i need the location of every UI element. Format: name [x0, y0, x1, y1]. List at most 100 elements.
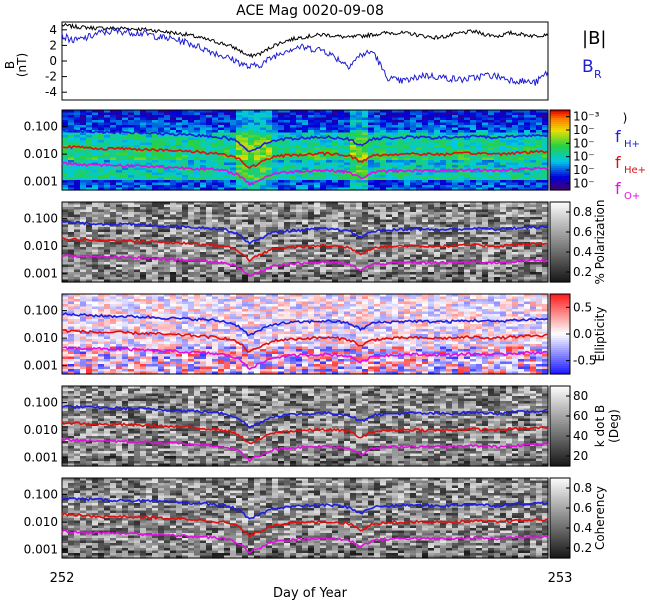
- spectrogram-cell: [398, 207, 405, 211]
- spectrogram-cell: [446, 175, 453, 179]
- spectrogram-cell: [98, 269, 105, 273]
- spectrogram-cell: [380, 239, 387, 243]
- spectrogram-cell: [134, 125, 141, 129]
- spectrogram-cell: [278, 130, 285, 134]
- spectrogram-cell: [338, 162, 345, 166]
- spectrogram-cell: [410, 180, 417, 184]
- spectrogram-cell: [332, 147, 339, 151]
- spectrogram-cell: [98, 274, 105, 278]
- spectrogram-cell: [164, 257, 171, 261]
- spectrogram-cell: [332, 162, 339, 166]
- spectrogram-cell: [350, 229, 357, 233]
- spectrogram-cell: [446, 147, 453, 151]
- spectrogram-cell: [488, 127, 495, 131]
- spectrogram-cell: [176, 125, 183, 129]
- spectrogram-cell: [116, 227, 123, 231]
- spectrogram-cell: [518, 117, 525, 121]
- spectrogram-cell: [386, 232, 393, 236]
- spectrogram-cell: [506, 140, 513, 144]
- spectrogram-cell: [476, 232, 483, 236]
- spectrogram-cell: [248, 207, 255, 211]
- spectrogram-cell: [164, 207, 171, 211]
- spectrogram-cell: [398, 274, 405, 278]
- spectrogram-cell: [110, 120, 117, 124]
- spectrogram-cell: [476, 279, 483, 283]
- spectrogram-cell: [158, 135, 165, 139]
- spectrogram-cell: [338, 155, 345, 159]
- spectrogram-cell: [290, 120, 297, 124]
- spectrogram-cell: [356, 140, 363, 144]
- spectrogram-cell: [404, 157, 411, 161]
- spectrogram-cell: [98, 167, 105, 171]
- spectrogram-cell: [518, 170, 525, 174]
- spectrogram-cell: [392, 272, 399, 276]
- spectrogram-cell: [500, 187, 507, 191]
- spectrogram-cell: [380, 242, 387, 246]
- spectrogram-cell: [308, 147, 315, 151]
- spectrogram-cell: [290, 125, 297, 129]
- spectrogram-cell: [218, 267, 225, 271]
- spectrogram-cell: [464, 202, 471, 206]
- spectrogram-cell: [230, 274, 237, 278]
- spectrogram-cell: [326, 227, 333, 231]
- spectrogram-cell: [332, 120, 339, 124]
- spectrogram-cell: [158, 242, 165, 246]
- spectrogram-cell: [278, 167, 285, 171]
- spectrogram-cell: [110, 162, 117, 166]
- spectrogram-cell: [482, 272, 489, 276]
- spectrogram-cell: [338, 165, 345, 169]
- spectrogram-cell: [116, 247, 123, 251]
- spectrogram-cell: [362, 259, 369, 263]
- spectrogram-cell: [326, 269, 333, 273]
- spectrogram-cell: [350, 257, 357, 261]
- spectrogram-cell: [380, 165, 387, 169]
- spectrogram-cell: [224, 202, 231, 206]
- spectrogram-cell: [428, 204, 435, 208]
- spectrogram-cell: [506, 142, 513, 146]
- spectrogram-cell: [146, 180, 153, 184]
- spectrogram-cell: [308, 167, 315, 171]
- spectrogram-cell: [410, 152, 417, 156]
- spectrogram-cell: [464, 177, 471, 181]
- spectrogram-cell: [152, 207, 159, 211]
- spectrogram-cell: [116, 175, 123, 179]
- spectrogram-cell: [182, 214, 189, 218]
- spectrogram-cell: [314, 209, 321, 213]
- spectrogram-cell: [494, 202, 501, 206]
- spectrogram-cell: [428, 182, 435, 186]
- spectrogram-cell: [374, 222, 381, 226]
- spectrogram-cell: [398, 132, 405, 136]
- spectrogram-cell: [200, 277, 207, 281]
- spectrogram-cell: [218, 130, 225, 134]
- spectrogram-cell: [530, 182, 537, 186]
- spectrogram-cell: [524, 117, 531, 121]
- spectrogram-cell: [272, 242, 279, 246]
- spectrogram-cell: [410, 132, 417, 136]
- spectrogram-cell: [152, 167, 159, 171]
- spectrogram-cell: [488, 269, 495, 273]
- spectrogram-cell: [110, 279, 117, 283]
- spectrogram-cell: [308, 175, 315, 179]
- spectrogram-cell: [524, 182, 531, 186]
- spectrogram-cell: [188, 249, 195, 253]
- spectrogram-cell: [80, 182, 87, 186]
- spectrogram-cell: [92, 165, 99, 169]
- spectrogram-cell: [248, 167, 255, 171]
- spectrogram-cell: [440, 229, 447, 233]
- spectrogram-cell: [236, 244, 243, 248]
- spectrogram-cell: [164, 175, 171, 179]
- spectrogram-cell: [356, 239, 363, 243]
- spectrogram-cell: [62, 137, 69, 141]
- spectrogram-cell: [146, 222, 153, 226]
- spectrogram-cell: [266, 229, 273, 233]
- spectrogram-cell: [278, 115, 285, 119]
- spectrogram-cell: [170, 219, 177, 223]
- spectrogram-cell: [416, 264, 423, 268]
- spectrogram-cell: [314, 137, 321, 141]
- spectrogram-cell: [236, 130, 243, 134]
- spectrogram-cell: [434, 267, 441, 271]
- spectrogram-cell: [302, 187, 309, 191]
- spectrogram-cell: [254, 267, 261, 271]
- spectrogram-cell: [470, 167, 477, 171]
- spectrogram-cell: [530, 125, 537, 129]
